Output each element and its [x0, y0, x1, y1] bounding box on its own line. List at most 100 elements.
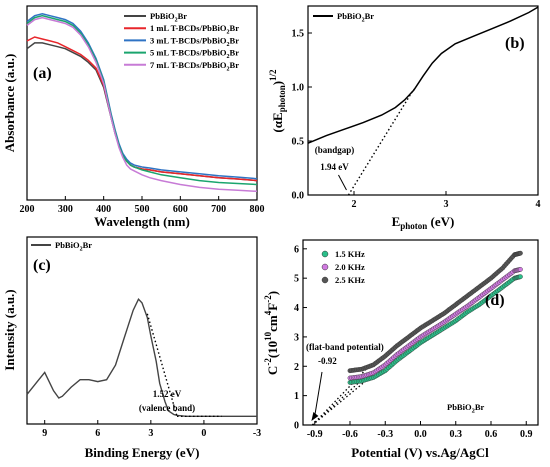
panel-d-annotation-line1: (flat-band potential): [306, 342, 384, 352]
panel-d-legend-label-0: 1.5 KHz: [335, 249, 365, 259]
panel-a-legend-label-1-sub: 2: [227, 30, 230, 36]
panel-c: 9 6 3 0 -3 Binding Energy (eV) Intensity (a.…: [2, 236, 261, 460]
panel-d-ylabel-10: (10: [265, 341, 280, 358]
panel-d-xtick-5-label: 0.6: [485, 429, 498, 440]
panel-b-legend-label-end: Br: [365, 11, 375, 21]
panel-a-legend-label-1-main: 1 mL T-BCDs/PbBiO: [150, 23, 227, 33]
panel-c-xtick-3-label: 0: [201, 428, 206, 439]
panel-b-ylabel-main: (αE: [270, 112, 285, 132]
panel-d-ytick-1-label: 1: [294, 391, 299, 402]
panel-c-tangent-line: [146, 313, 178, 417]
panel-d-label: (d): [485, 292, 505, 309]
panel-d-series-0: [347, 274, 523, 385]
panel-c-label: (c): [33, 257, 51, 274]
panel-b-annotation-arrow: [338, 174, 347, 191]
panel-d-ytick-6-label: 6: [294, 244, 299, 255]
panel-d-series-2: [347, 250, 523, 374]
panel-b-series-lines: [307, 6, 539, 196]
panel-c-xtick-4-label: -3: [253, 428, 261, 439]
panel-c-xtick-0-label: 9: [42, 428, 47, 439]
panel-d-ytick-3-label: 3: [294, 332, 299, 343]
panel-d-sample-label: PbBiO2Br: [447, 402, 484, 415]
panel-d-point: [518, 266, 523, 272]
panel-b-ylabel-sup: 1/2: [268, 69, 278, 81]
panel-d-ylabel-sup2: 10: [263, 331, 273, 341]
panel-a-legend-label-1: 1 mL T-BCDs/PbBiO2Br: [150, 23, 239, 36]
panel-a-legend-label-0: PbBiO2Br: [150, 11, 187, 24]
panel-a-legend-label-3-end: Br: [230, 48, 240, 58]
panel-d-extrapolation-0: [311, 378, 369, 426]
panel-c-xlabel: Binding Energy (eV): [85, 445, 200, 460]
panel-b-ticks: 2 3 4 0.0 0.5 1.0 1.5: [292, 29, 541, 211]
panel-d-xtick-3-label: 0.0: [414, 429, 427, 440]
panel-a-legend-label-0-sub: 2: [175, 18, 178, 24]
panel-d-ytick-0-label: 0: [294, 421, 299, 432]
panel-c-xtick-1-label: 6: [95, 428, 100, 439]
panel-d-ylabel-cm: cm: [265, 315, 280, 332]
panel-a-legend-label-0-main: PbBiO: [150, 11, 175, 21]
panel-c-frame: [26, 236, 258, 425]
panel-b-xlabel-main: E: [392, 214, 401, 229]
panel-d-extrapolation-1: [311, 374, 369, 426]
panel-d-sample-main: PbBiO: [447, 402, 472, 412]
panel-b-ytick-1-label: 0.5: [292, 137, 305, 148]
panel-d-xtick-1-label: -0.6: [342, 429, 358, 440]
panel-a-legend-label-4-main: 7 mL T-BCDs/PbBiO: [150, 60, 227, 70]
panel-b-ylabel-sub: photon: [277, 85, 287, 112]
panel-d-xtick-6-label: 0.9: [520, 429, 533, 440]
panel-a-legend-label-4-sub: 2: [227, 66, 230, 72]
panel-d-xtick-0-label: -0.9: [307, 429, 323, 440]
panel-b-annotation-line1: (bandgap): [315, 145, 355, 155]
panel-d-legend-marker-0: [321, 250, 329, 258]
panel-d-legend-marker-2: [321, 276, 329, 284]
panel-d-plot-area: [311, 250, 523, 426]
panel-d-xtick-2-label: -0.3: [377, 429, 393, 440]
panel-d-series-1: [347, 266, 523, 381]
panel-b-legend: PbBiO2Br: [313, 11, 374, 24]
panel-a-xtick-5-label: 700: [211, 204, 226, 215]
panel-a-label: (a): [33, 65, 52, 82]
panel-b-xlabel-unit: (eV): [427, 214, 454, 229]
panel-b-annotation: (bandgap) 1.94 eV: [315, 145, 355, 191]
panel-d-legend-label-1: 2.0 KHz: [335, 262, 365, 272]
panel-d-ytick-5-label: 5: [294, 274, 299, 285]
panel-a-xtick-0-label: 200: [20, 204, 35, 215]
panel-c-legend-label-sub: 2: [80, 247, 83, 253]
panel-a-legend-label-3-sub: 2: [227, 54, 230, 60]
panel-b-ytick-0-label: 0.0: [292, 191, 305, 202]
panel-a-series-1: [26, 36, 258, 182]
panel-b-xtick-1-label: 3: [444, 199, 449, 210]
panel-a-xtick-3-label: 500: [135, 204, 150, 215]
panel-d-ylabel-sup1: -2: [263, 358, 273, 366]
panel-c-legend-label-main: PbBiO: [55, 240, 80, 250]
panel-a-legend-label-4-end: Br: [230, 60, 240, 70]
panel-a-series-4: [26, 16, 258, 193]
panel-a-legend-label-3-main: 5 mL T-BCDs/PbBiO: [150, 48, 227, 58]
panel-d-ylabel-sup3: 4: [263, 310, 273, 315]
panel-d-xtick-4-label: 0.3: [450, 429, 463, 440]
panel-b-xtick-0-label: 2: [352, 199, 357, 210]
panel-a-series-lines: [26, 13, 258, 193]
panel-a-legend-label-2-end: Br: [230, 35, 240, 45]
panel-a-legend-label-2-sub: 2: [227, 42, 230, 48]
panel-a-xtick-2-label: 400: [96, 204, 111, 215]
panel-c-ylabel: Intensity (a.u.): [2, 289, 17, 370]
panel-d-ylabel-f: F: [265, 303, 280, 311]
panel-a-xtick-4-label: 600: [173, 204, 188, 215]
panel-b-label: (b): [505, 35, 525, 52]
panel-a-legend-label-4: 7 mL T-BCDs/PbBiO2Br: [150, 60, 239, 73]
panel-b-legend-label-main: PbBiO: [337, 11, 362, 21]
panel-a-xtick-1-label: 300: [58, 204, 73, 215]
panel-d-ylabel-c: C: [265, 366, 280, 375]
panel-b-ylabel: (αEphoton)1/2: [268, 69, 287, 133]
panel-d-sample-sub: 2: [472, 408, 475, 415]
panel-d-annotation-arrow-head: [311, 412, 319, 421]
panel-b-annotation-line2: 1.94 eV: [320, 162, 349, 172]
panel-a-legend-label-3: 5 mL T-BCDs/PbBiO2Br: [150, 48, 239, 61]
panel-a: 200 300 400 500 600 700 800 Wavelength (nm) Ab…: [2, 5, 265, 229]
panel-b-series-0: [307, 6, 539, 144]
panel-d-legend: 1.5 KHz 2.0 KHz 2.5 KHz: [321, 249, 365, 285]
panel-b-tangent-line: [347, 88, 415, 196]
panel-b-legend-label-sub: 2: [362, 18, 365, 24]
